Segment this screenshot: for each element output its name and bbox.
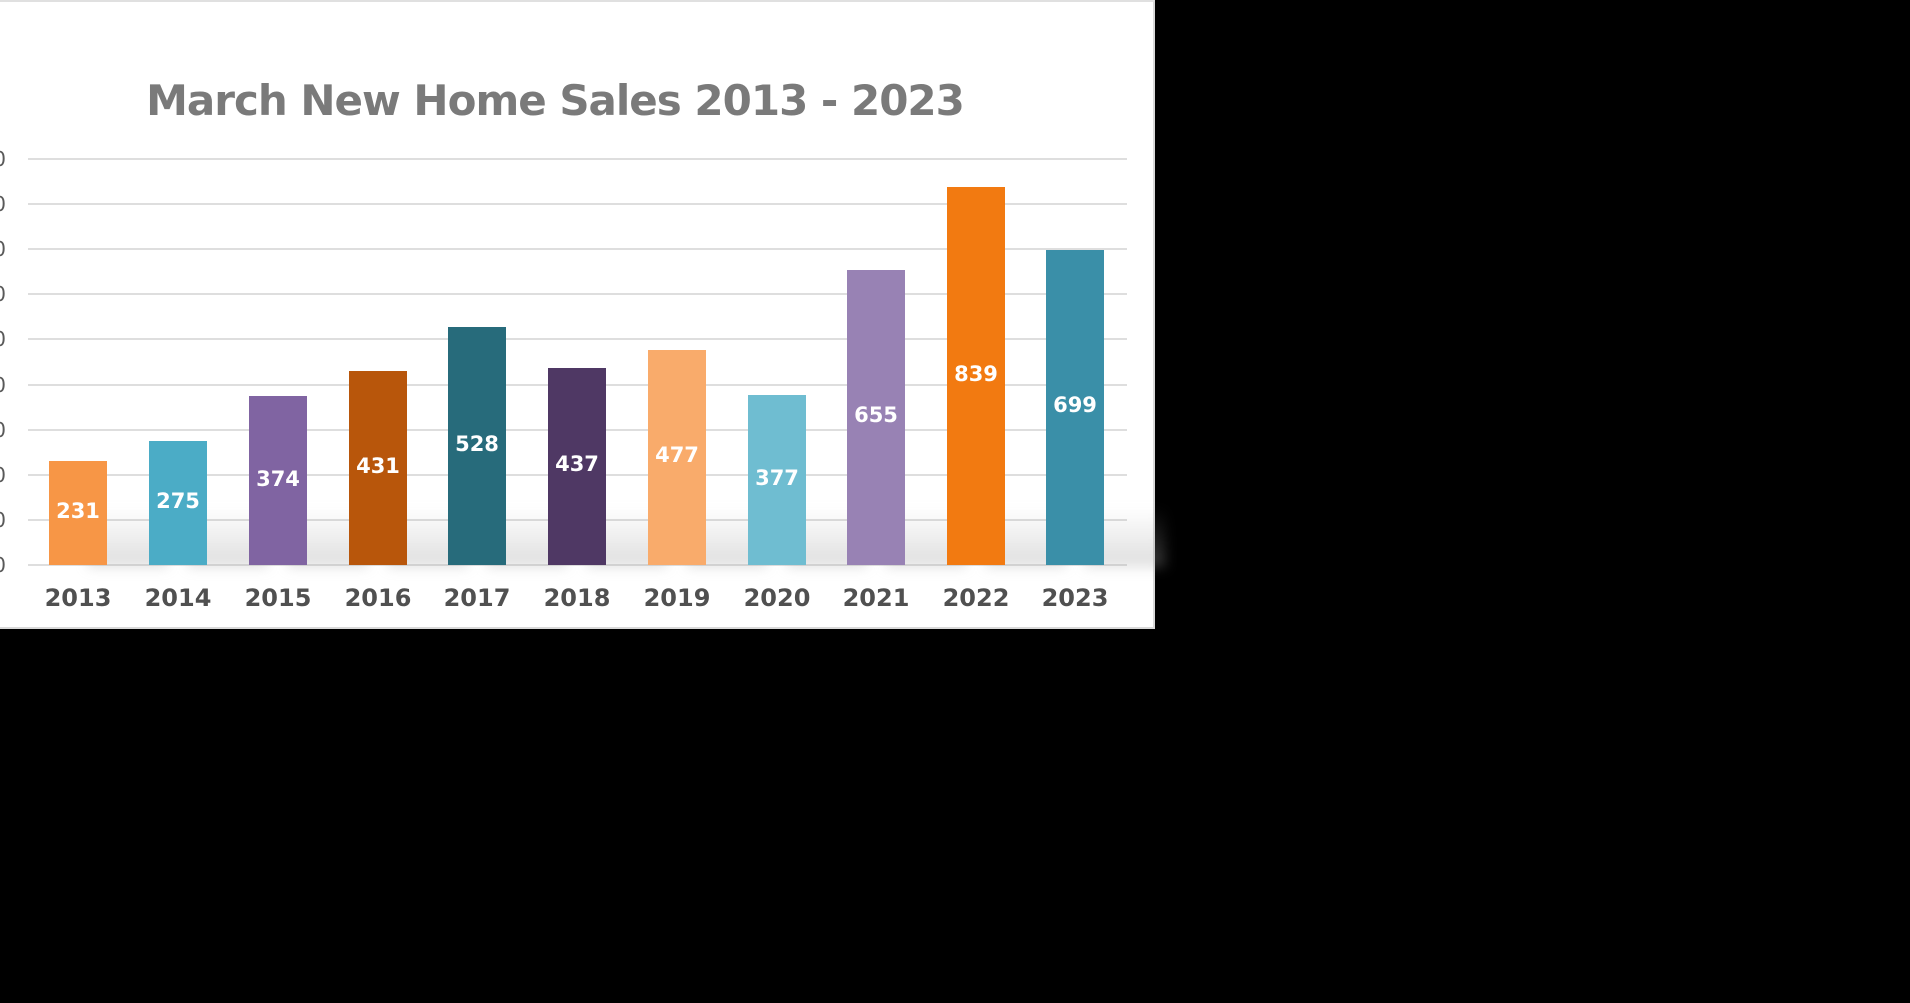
y-tick-label: 0 <box>0 147 6 171</box>
y-tick-label: 0 <box>0 192 6 216</box>
x-tick-label: 2015 <box>244 584 312 612</box>
bar-2014: 275 <box>149 440 207 565</box>
gridline <box>28 203 1127 206</box>
x-tick-label: 2013 <box>44 584 112 612</box>
x-tick-label: 2016 <box>344 584 412 612</box>
gridline <box>28 158 1127 160</box>
x-tick-label: 2018 <box>543 584 611 612</box>
gridline <box>28 293 1127 296</box>
x-tick-label: 2022 <box>942 584 1010 612</box>
x-tick-label: 2019 <box>643 584 711 612</box>
y-tick-label: 0 <box>0 463 6 487</box>
y-tick-label: 0 <box>0 508 6 532</box>
bar-2017: 528 <box>448 326 506 565</box>
bar-value-label: 231 <box>56 498 100 523</box>
gridline <box>28 248 1127 251</box>
chart-title: March New Home Sales 2013 - 2023 <box>146 76 965 125</box>
bar-value-label: 699 <box>1053 393 1097 418</box>
x-tick-label: 2014 <box>144 584 212 612</box>
gridline <box>28 338 1127 341</box>
y-tick-label: 0 <box>0 282 6 306</box>
bar-2018: 437 <box>548 367 606 565</box>
y-tick-label: 0 <box>0 553 6 577</box>
bar-2023: 699 <box>1046 249 1104 565</box>
bar-value-label: 374 <box>256 466 300 491</box>
bar-2021: 655 <box>847 269 905 565</box>
chart-panel: March New Home Sales 2013 - 2023 0 0 0 0 0 0 0… <box>0 0 1165 629</box>
gridline <box>28 564 1127 566</box>
bar-value-label: 839 <box>954 361 998 386</box>
x-tick-label: 2021 <box>842 584 910 612</box>
x-tick-label: 2020 <box>743 584 811 612</box>
bar-value-label: 477 <box>655 443 699 468</box>
y-tick-label: 0 <box>0 373 6 397</box>
bar-value-label: 528 <box>455 431 499 456</box>
x-tick-label: 2017 <box>443 584 511 612</box>
bar-value-label: 431 <box>356 453 400 478</box>
y-tick-label: 0 <box>0 327 6 351</box>
bar-2020: 377 <box>748 394 806 565</box>
y-tick-label: 0 <box>0 237 6 261</box>
bar-value-label: 655 <box>854 403 898 428</box>
x-tick-label: 2023 <box>1041 584 1109 612</box>
bar-2022: 839 <box>947 186 1005 565</box>
bar-value-label: 437 <box>555 452 599 477</box>
bar-2016: 431 <box>349 370 407 565</box>
bar-value-label: 377 <box>755 465 799 490</box>
bar-2013: 231 <box>49 460 107 565</box>
bar-2019: 477 <box>648 349 706 565</box>
bar-value-label: 275 <box>156 488 200 513</box>
bar-2015: 374 <box>249 396 307 565</box>
y-tick-label: 0 <box>0 418 6 442</box>
